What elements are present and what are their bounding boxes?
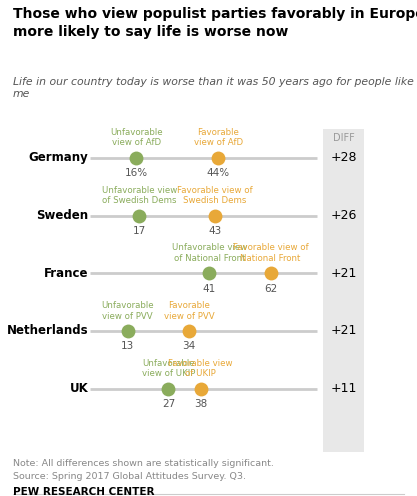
Text: +21: +21	[330, 267, 357, 280]
Text: Note: All differences shown are statistically significant.: Note: All differences shown are statisti…	[13, 459, 274, 468]
Text: Netherlands: Netherlands	[7, 324, 88, 337]
Text: 41: 41	[203, 284, 216, 294]
Text: +26: +26	[330, 209, 357, 222]
Text: 27: 27	[162, 399, 175, 409]
Text: France: France	[44, 267, 88, 280]
Text: Unfavorable view
of National Front: Unfavorable view of National Front	[172, 244, 247, 263]
Text: Favorable
view of AfD: Favorable view of AfD	[193, 128, 243, 147]
Text: Source: Spring 2017 Global Attitudes Survey. Q3.: Source: Spring 2017 Global Attitudes Sur…	[13, 472, 246, 481]
Text: Favorable view of
National Front: Favorable view of National Front	[233, 244, 309, 263]
Text: 13: 13	[121, 341, 134, 351]
Text: Unfavorable
view of PVV: Unfavorable view of PVV	[101, 301, 154, 320]
Text: 62: 62	[264, 284, 277, 294]
Text: +28: +28	[330, 151, 357, 164]
Text: PEW RESEARCH CENTER: PEW RESEARCH CENTER	[13, 487, 154, 496]
Text: Favorable
view of PVV: Favorable view of PVV	[163, 301, 214, 320]
Text: 43: 43	[208, 226, 222, 236]
Text: 34: 34	[182, 341, 196, 351]
Text: 44%: 44%	[206, 168, 230, 178]
Text: Favorable view of
Swedish Dems: Favorable view of Swedish Dems	[177, 186, 253, 205]
Text: Germany: Germany	[28, 151, 88, 164]
Bar	[323, 129, 364, 452]
Text: 17: 17	[133, 226, 146, 236]
Text: Those who view populist parties favorably in Europe
more likely to say life is w: Those who view populist parties favorabl…	[13, 7, 417, 39]
Text: Sweden: Sweden	[36, 209, 88, 222]
Text: Unfavorable
view of AfD: Unfavorable view of AfD	[110, 128, 163, 147]
Text: +21: +21	[330, 324, 357, 337]
Text: UK: UK	[70, 382, 88, 395]
Text: Favorable view
of UKIP: Favorable view of UKIP	[168, 359, 233, 378]
Text: 16%: 16%	[125, 168, 148, 178]
Text: 38: 38	[194, 399, 207, 409]
Text: Unfavorable view
of Swedish Dems: Unfavorable view of Swedish Dems	[102, 186, 177, 205]
Text: DIFF: DIFF	[333, 132, 354, 143]
Text: Unfavorable
view of UKIP: Unfavorable view of UKIP	[142, 359, 195, 378]
Text: Life in our country today is worse than it was 50 years ago for people like
me: Life in our country today is worse than …	[13, 77, 413, 99]
Text: +11: +11	[330, 382, 357, 395]
